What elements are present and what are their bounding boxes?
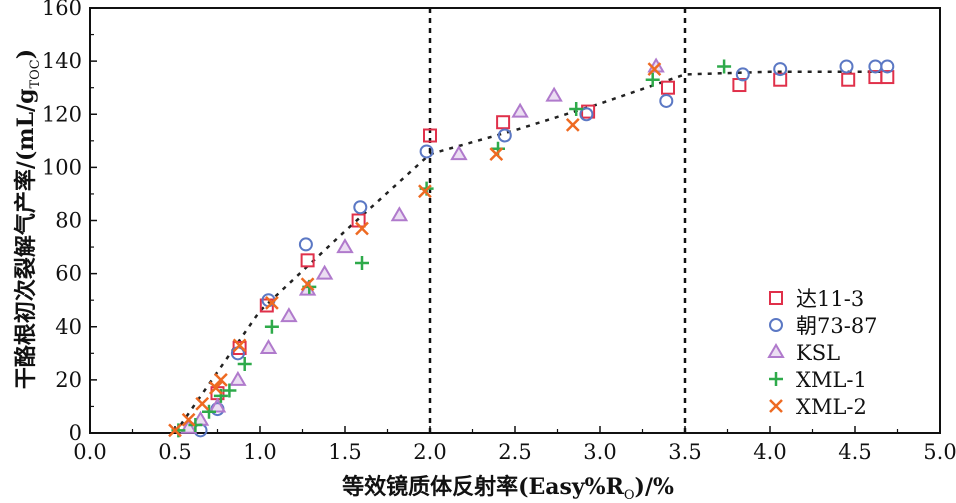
data-point-square <box>841 72 856 87</box>
data-point-x <box>181 412 196 427</box>
data-point-triangle <box>280 307 298 323</box>
data-point-triangle <box>390 206 409 222</box>
legend-label: 达11-3 <box>796 287 864 311</box>
y-tick-label: 120 <box>42 102 82 126</box>
data-point-x <box>565 117 580 132</box>
y-axis-title-subscript: TOC <box>28 59 43 88</box>
data-point-plus <box>569 101 584 116</box>
x-tick-label: 4.0 <box>753 440 786 464</box>
x-tick-label: 0.5 <box>158 440 191 464</box>
x-axis-title-subscript: O <box>624 488 635 503</box>
data-point-circle <box>579 107 594 122</box>
data-point-plus <box>202 404 216 419</box>
plot-area: 0.0 0.5 1.0 1.5 2.0 2.5 3.0 3.5 4.0 4.5 5.0 0 20 40 60… <box>42 0 956 464</box>
legend-label: XML-1 <box>796 368 867 392</box>
data-point-plus <box>264 319 279 334</box>
y-tick-label: 100 <box>42 155 82 179</box>
x-axis-title-suffix: )/% <box>635 474 674 500</box>
legend: 达11-3 朝73-87 KSL XML-1 XML-2 <box>767 287 878 419</box>
x-tick-label: 0.0 <box>73 440 106 464</box>
y-axis-title-suffix: ) <box>13 49 39 59</box>
y-axis-title-main: 干酪根初次裂解气产率/(mL/g <box>13 89 39 390</box>
data-point-circle <box>735 67 750 82</box>
x-tick-label: 2.0 <box>413 440 446 464</box>
legend-label: KSL <box>796 341 840 365</box>
legend-label: 朝73-87 <box>796 314 878 338</box>
data-point-square <box>880 70 895 85</box>
legend-marker-square <box>769 291 783 305</box>
legend-label: XML-2 <box>796 395 867 419</box>
data-point-square <box>773 72 788 87</box>
data-point-triangle <box>545 86 563 102</box>
legend-marker-circle <box>769 318 783 332</box>
data-point-triangle <box>315 264 334 280</box>
data-point-triangle <box>511 102 529 118</box>
x-axis-title-main: 等效镜质体反射率(Easy%R <box>342 474 625 500</box>
data-point-plus <box>237 356 252 371</box>
y-tick-label: 0 <box>69 421 82 445</box>
data-point-x <box>355 221 369 236</box>
data-point-plus <box>213 388 228 403</box>
data-point-circle <box>839 59 854 74</box>
data-point-square <box>300 253 315 268</box>
y-tick-label: 140 <box>42 49 82 73</box>
data-point-triangle <box>336 238 354 254</box>
data-point-plus <box>645 72 660 87</box>
data-point-x <box>489 147 504 161</box>
data-point-plus <box>222 383 237 398</box>
data-point-x <box>265 295 279 310</box>
x-axis-title: 等效镜质体反射率(Easy%RO)/% <box>342 474 674 503</box>
data-point-square <box>423 128 437 143</box>
y-tick-label: 160 <box>42 0 82 20</box>
data-point-triangle <box>450 145 468 161</box>
x-tick-label: 1.5 <box>328 440 361 464</box>
x-tick-label: 3.0 <box>583 440 616 464</box>
data-point-x <box>168 423 182 438</box>
x-tick-label: 3.5 <box>668 440 701 464</box>
data-point-x <box>300 277 315 292</box>
y-tick-label: 80 <box>55 209 82 233</box>
data-point-square <box>496 115 511 130</box>
data-point-x <box>208 380 223 395</box>
data-point-triangle <box>208 397 227 413</box>
data-point-square <box>661 80 675 95</box>
data-point-circle <box>773 62 788 77</box>
data-point-x <box>214 372 228 387</box>
data-point-circle <box>298 237 313 252</box>
y-axis-title: 干酪根初次裂解气产率/(mL/gTOC) <box>13 49 43 389</box>
x-tick-label: 1.0 <box>243 440 276 464</box>
data-point-circle <box>880 59 895 74</box>
data-point-triangle <box>229 370 247 386</box>
y-tick-label: 60 <box>55 262 82 286</box>
x-tick-label: 5.0 <box>923 440 956 464</box>
y-tick-label: 40 <box>55 315 82 339</box>
data-point-plus <box>355 256 369 270</box>
data-point-circle <box>353 200 368 215</box>
data-point-x <box>232 338 247 353</box>
data-point-plus <box>717 59 732 74</box>
data-point-circle <box>419 144 434 159</box>
data-point-circle <box>659 93 674 108</box>
data-point-x <box>418 184 432 199</box>
data-point-x <box>647 62 662 76</box>
data-point-plus <box>188 418 203 433</box>
data-point-triangle <box>259 339 278 354</box>
trend-line <box>173 70 889 434</box>
legend-marker-triangle <box>767 343 785 358</box>
x-tick-label: 2.5 <box>498 440 531 464</box>
legend-marker-x <box>769 399 783 413</box>
y-tick-label: 20 <box>55 368 82 392</box>
x-tick-label: 4.5 <box>838 440 871 464</box>
data-point-x <box>195 396 210 411</box>
data-point-circle <box>497 128 512 143</box>
legend-marker-plus <box>769 372 783 386</box>
